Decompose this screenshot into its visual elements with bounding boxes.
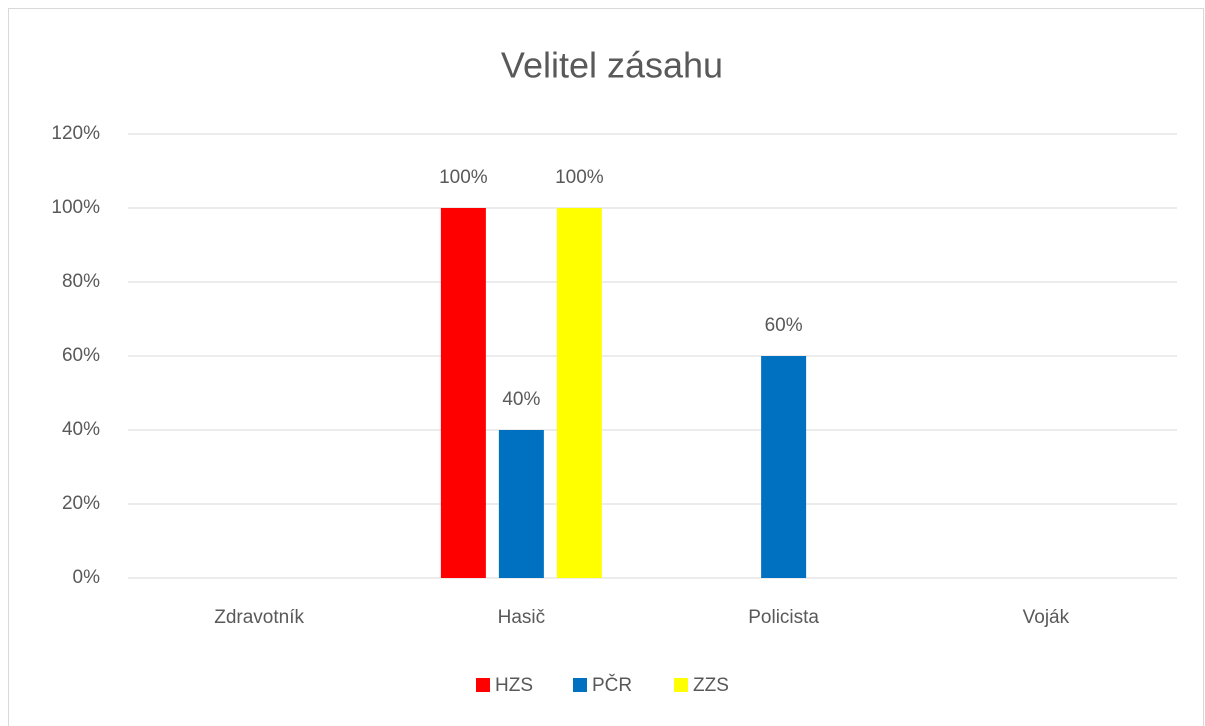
y-tick-label: 80% [62,271,100,292]
legend-label: HZS [495,675,533,696]
x-tick-label: Policista [748,607,819,628]
y-tick-label: 120% [51,123,100,144]
x-tick-label: Zdravotník [214,607,304,628]
y-tick-label: 40% [62,419,100,440]
bar [556,208,602,578]
legend-label: PČR [592,674,632,696]
legend-swatch [476,678,490,692]
y-tick-label: 0% [73,567,101,588]
data-label: 100% [439,167,488,188]
x-tick-label: Hasič [498,607,546,628]
y-tick-label: 20% [62,493,100,514]
chart-border [8,8,1204,726]
x-tick-label: Voják [1023,607,1070,628]
legend-swatch [573,678,587,692]
y-tick-label: 100% [51,197,100,218]
legend-swatch [674,678,688,692]
data-label: 100% [555,167,604,188]
bar [440,208,486,578]
chart-title: Velitel zásahu [501,45,723,86]
data-label: 40% [502,389,540,410]
bar [761,356,807,578]
data-label: 60% [765,315,803,336]
y-tick-label: 60% [62,345,100,366]
bar [498,430,544,578]
legend-label: ZZS [693,675,729,696]
